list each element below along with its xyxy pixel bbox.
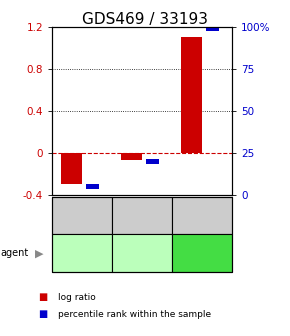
Text: GSM9184: GSM9184 bbox=[137, 196, 147, 236]
Text: ■: ■ bbox=[38, 309, 47, 319]
Text: GSM9185: GSM9185 bbox=[78, 196, 87, 236]
Text: GSM9189: GSM9189 bbox=[197, 196, 206, 236]
Bar bbox=[86, 184, 99, 189]
Text: log ratio: log ratio bbox=[58, 293, 96, 302]
Bar bbox=[206, 26, 219, 31]
Text: CGS: CGS bbox=[190, 248, 214, 258]
Text: ▶: ▶ bbox=[35, 248, 44, 258]
Text: agent: agent bbox=[0, 248, 28, 258]
Bar bbox=[121, 153, 142, 160]
Bar bbox=[181, 37, 202, 153]
Text: ■: ■ bbox=[38, 292, 47, 302]
Text: GDS469 / 33193: GDS469 / 33193 bbox=[82, 12, 208, 27]
Bar bbox=[61, 153, 82, 184]
Text: T3: T3 bbox=[75, 248, 89, 258]
Text: percentile rank within the sample: percentile rank within the sample bbox=[58, 310, 211, 319]
Bar bbox=[146, 159, 160, 164]
Text: DITPA: DITPA bbox=[126, 248, 158, 258]
